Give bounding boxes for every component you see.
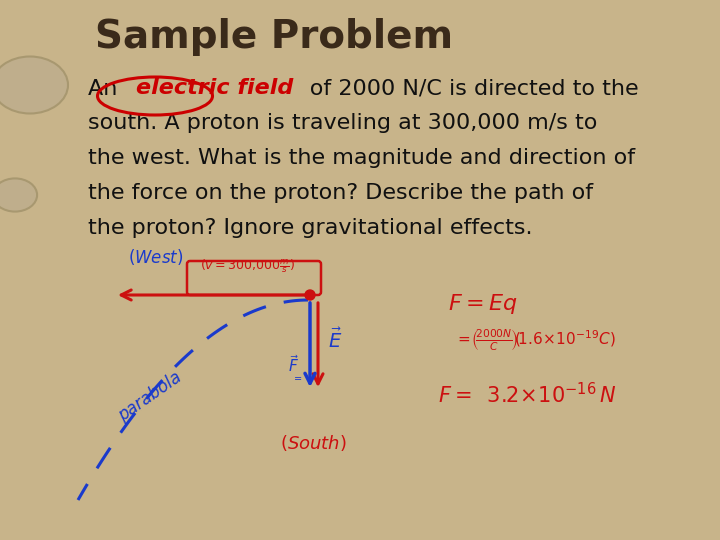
Text: $=$: $=$ xyxy=(292,372,303,382)
Text: south. A proton is traveling at 300,000 m/s to: south. A proton is traveling at 300,000 … xyxy=(88,113,598,133)
Text: the west. What is the magnitude and direction of: the west. What is the magnitude and dire… xyxy=(88,148,635,168)
Text: the proton? Ignore gravitational effects.: the proton? Ignore gravitational effects… xyxy=(88,218,533,238)
Text: the force on the proton? Describe the path of: the force on the proton? Describe the pa… xyxy=(88,183,593,203)
Text: $\vec{F}$: $\vec{F}$ xyxy=(288,355,299,375)
Text: parabola: parabola xyxy=(115,368,186,425)
Text: Sample Problem: Sample Problem xyxy=(95,18,453,56)
Circle shape xyxy=(305,290,315,300)
Text: $( West)$: $( West)$ xyxy=(128,247,184,267)
Text: $F = \;\;3.2\!\times\!10^{-16}\,N$: $F = \;\;3.2\!\times\!10^{-16}\,N$ xyxy=(438,382,616,407)
Text: $F = Eq$: $F = Eq$ xyxy=(448,292,518,316)
Text: $(v=300{,}000\frac{m}{s})$: $(v=300{,}000\frac{m}{s})$ xyxy=(200,257,295,275)
Text: $=\!\left(\!\frac{2000N}{C}\!\right)\!\left(\!1.6\!\times\!10^{-19}C\right)$: $=\!\left(\!\frac{2000N}{C}\!\right)\!\l… xyxy=(455,327,616,353)
Text: electric field: electric field xyxy=(136,78,293,98)
Text: $\vec{E}$: $\vec{E}$ xyxy=(328,328,342,352)
Text: An                           of 2000 N/C is directed to the: An of 2000 N/C is directed to the xyxy=(88,78,639,98)
Text: $(South)$: $(South)$ xyxy=(280,433,347,453)
